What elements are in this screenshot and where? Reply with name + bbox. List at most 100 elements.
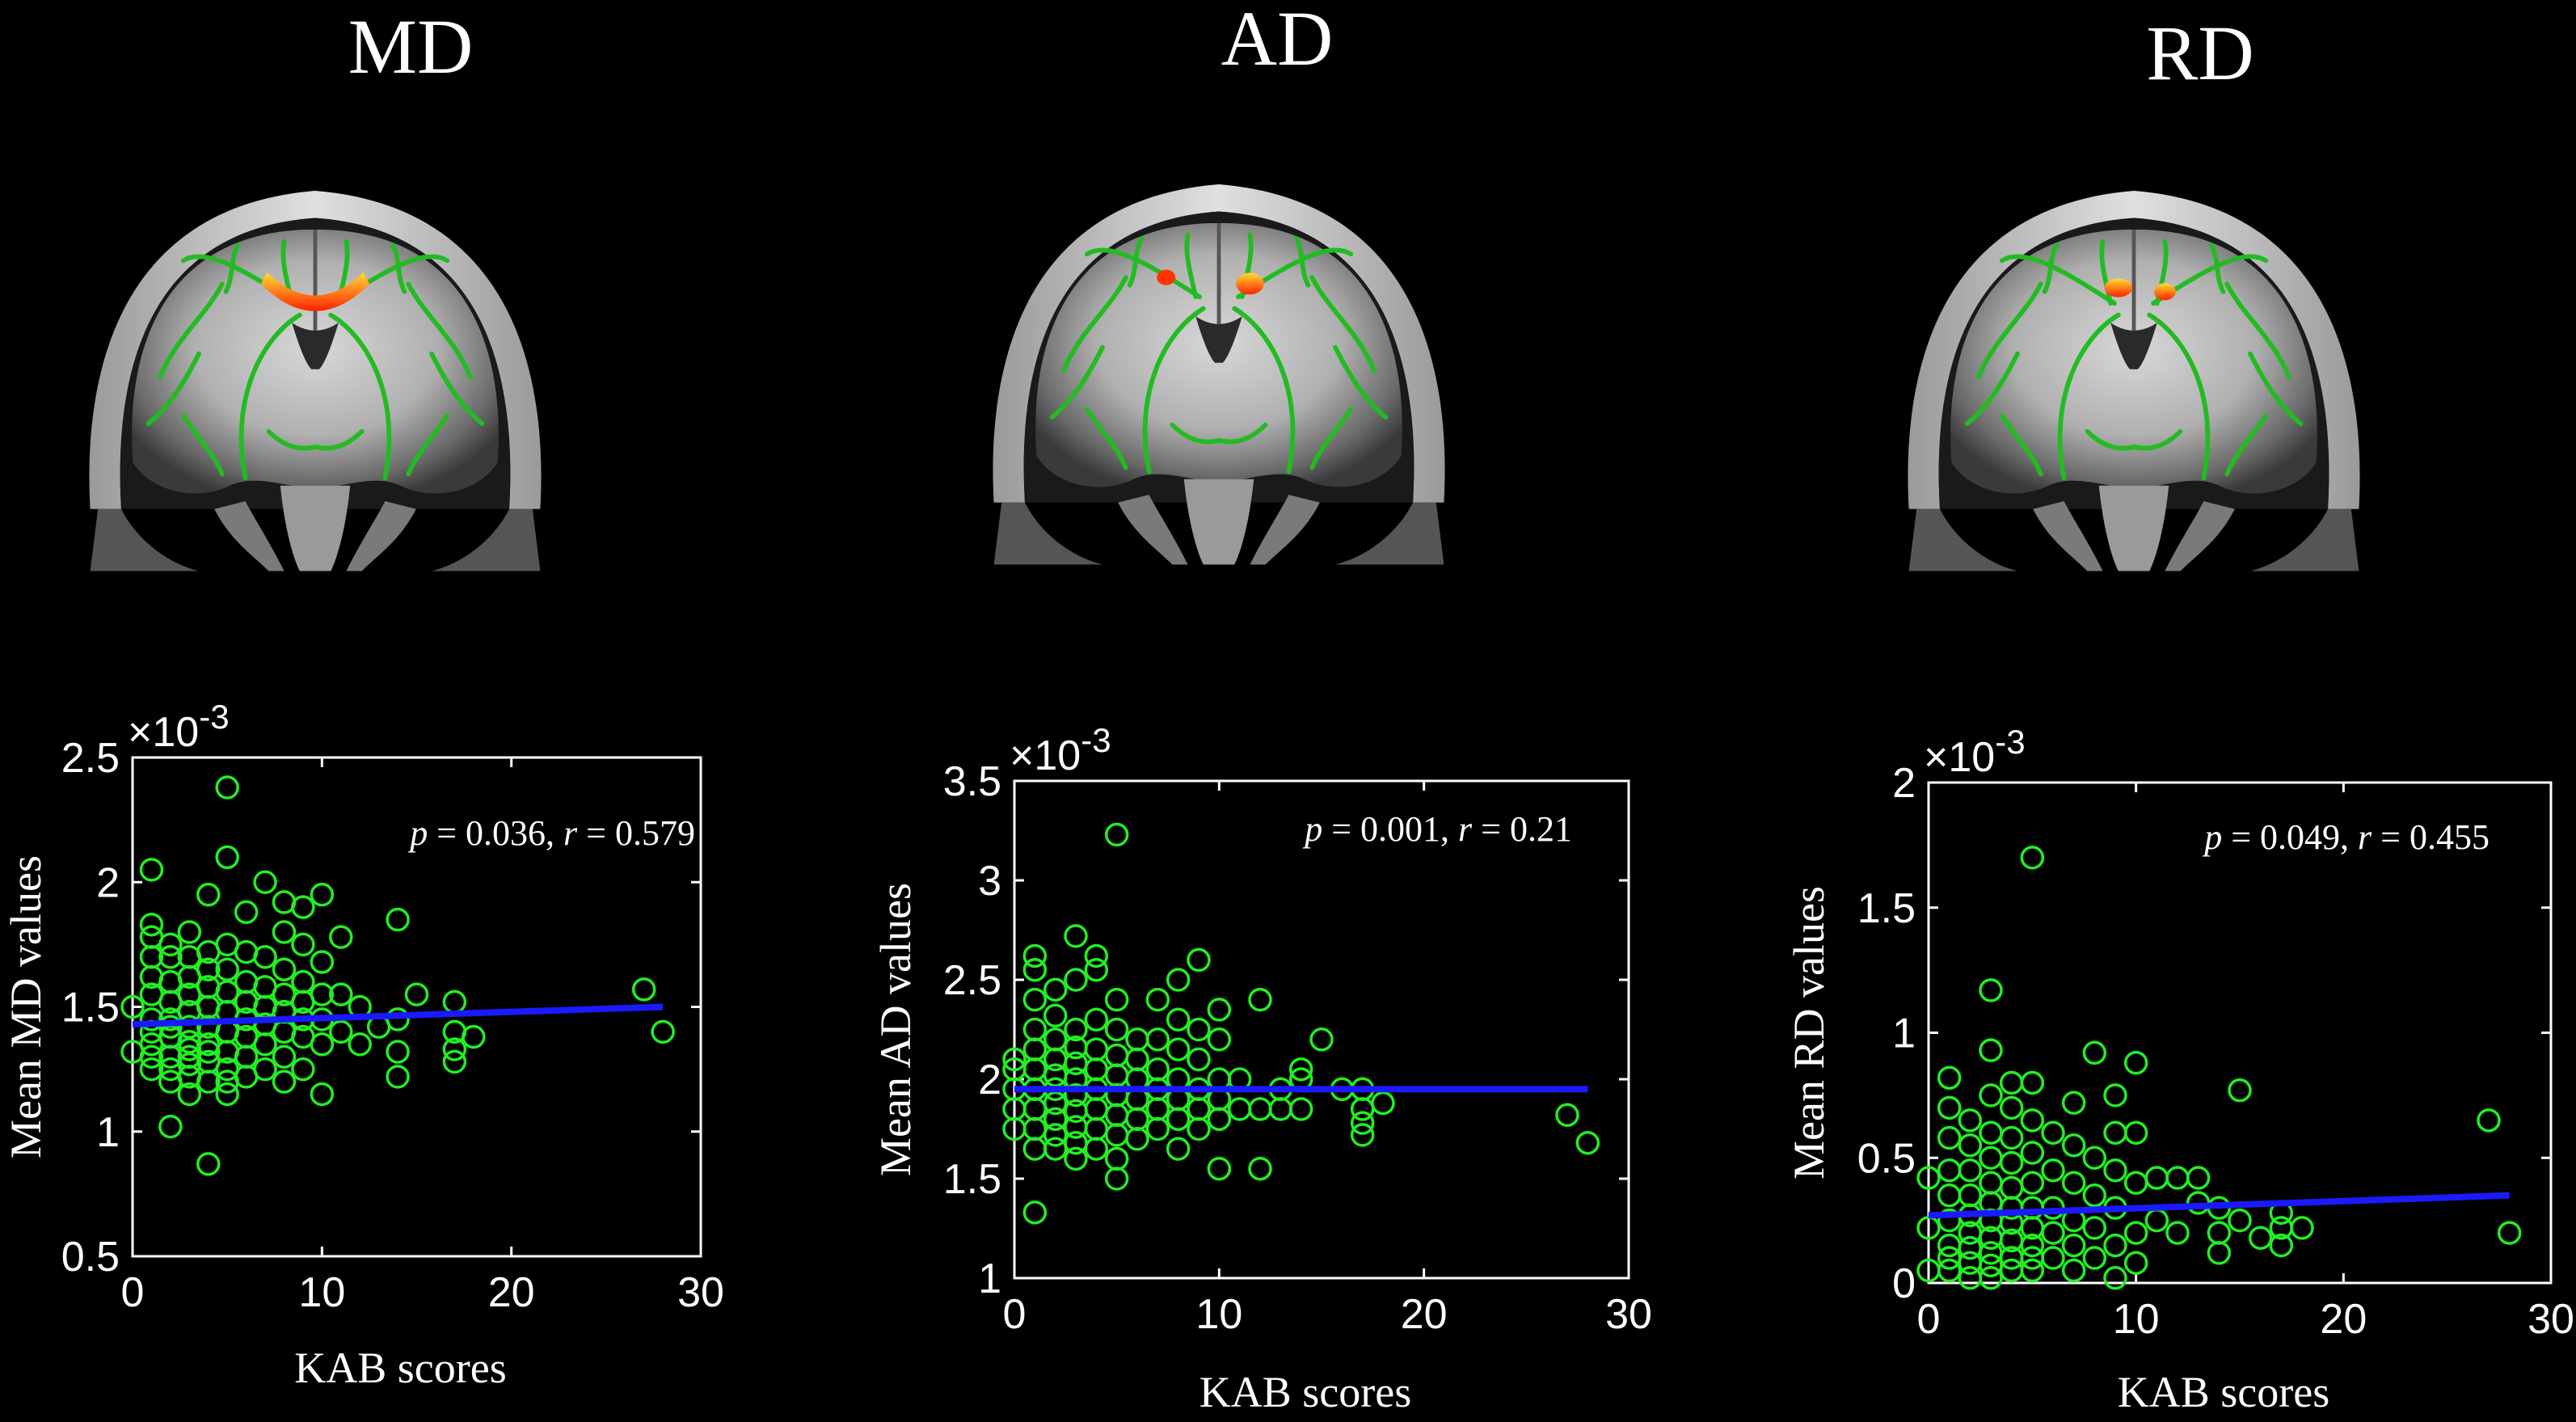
data-point [2020, 1233, 2045, 1258]
data-point [310, 1032, 335, 1057]
data-point [1043, 1047, 1068, 1072]
data-point [310, 1082, 335, 1107]
data-point [1187, 1097, 1211, 1121]
panel-title-ad: AD [1221, 0, 1334, 82]
data-point [1999, 1095, 2024, 1120]
data-point [329, 982, 353, 1006]
data-point [2144, 1166, 2169, 1190]
data-point [1958, 1158, 1983, 1183]
data-point [1371, 1091, 1395, 1116]
data-point [2165, 1221, 2190, 1245]
y-tick-label: 2 [96, 859, 120, 906]
data-point [1937, 1258, 1962, 1283]
data-point [1999, 1150, 2024, 1175]
data-point [120, 994, 145, 1019]
data-point [2207, 1221, 2232, 1245]
data-point [2041, 1158, 2065, 1183]
data-point [1104, 1146, 1129, 1171]
data-point [1937, 1183, 1962, 1208]
data-point [1043, 1123, 1068, 1147]
data-point [2041, 1120, 2065, 1146]
data-point [2477, 1108, 2501, 1133]
data-point [177, 1052, 202, 1077]
y-tick-label: 1 [978, 1255, 1001, 1302]
plot-frame [1013, 779, 1630, 1280]
data-point [2082, 1216, 2107, 1240]
data-point [1979, 978, 2003, 1002]
data-point [2041, 1221, 2065, 1245]
stats-annotation: p = 0.036, r = 0.579 [407, 813, 695, 853]
data-point [2228, 1078, 2252, 1103]
panel-title-rd: RD [2146, 10, 2254, 96]
data-point [215, 775, 239, 800]
data-point [272, 1070, 297, 1094]
scatter-plot-md: 0 10 20 30 0.5 1 1.5 2 2.5×10-3 KAB scores Mean MD… [2, 698, 724, 1392]
data-point [2497, 1221, 2522, 1245]
r-value: = 0.579 [577, 813, 695, 853]
data-point [158, 932, 183, 957]
y-tick-label: 1 [1892, 1011, 1916, 1057]
data-point [1043, 977, 1068, 1002]
data-point [1248, 1156, 1272, 1181]
y-exponent-label: ×10-3 [1924, 723, 2026, 781]
r-label: r [563, 813, 578, 853]
data-point [2020, 1108, 2045, 1133]
y-exponent-label: ×10-3 [128, 698, 230, 756]
data-point [158, 945, 183, 969]
rd-highlight-right [2153, 283, 2176, 301]
data-point [651, 1019, 675, 1044]
data-point [2041, 1246, 2065, 1270]
x-tick-label: 10 [2113, 1296, 2160, 1343]
data-point [2082, 1040, 2107, 1065]
data-point [1125, 1107, 1149, 1131]
x-axis-label: KAB scores [294, 1344, 506, 1392]
data-point [1084, 1007, 1109, 1032]
data-point [1084, 1116, 1109, 1141]
x-tick-label: 10 [298, 1269, 345, 1316]
data-point [1043, 1107, 1068, 1131]
data-point [139, 912, 164, 937]
y-axis-label: Mean AD values [871, 883, 920, 1176]
data-point [196, 882, 221, 907]
data-point [272, 920, 297, 944]
data-point [631, 977, 656, 1002]
data-point [1022, 957, 1048, 982]
data-point [1002, 1047, 1027, 1072]
x-tick-label: 20 [1401, 1291, 1448, 1338]
data-point [215, 980, 239, 1004]
data-point [234, 1044, 259, 1069]
data-point [2123, 1120, 2148, 1146]
data-point [1145, 1116, 1170, 1141]
data-point [1207, 1156, 1232, 1181]
data-point [1022, 943, 1048, 968]
data-point [1309, 1027, 1334, 1052]
x-tick-label: 0 [121, 1269, 145, 1316]
x-axis-label: KAB scores [2118, 1368, 2329, 1416]
y-tick-label: 3.5 [943, 758, 1001, 805]
data-point [1937, 1158, 1962, 1183]
data-point [253, 1057, 277, 1082]
data-point [386, 1040, 410, 1064]
data-point [462, 1024, 486, 1049]
data-point [1227, 1097, 1252, 1121]
brain-image-ad [993, 184, 1444, 564]
data-point [1022, 1200, 1048, 1225]
ad-highlight-right [1236, 272, 1264, 295]
data-point [177, 1082, 202, 1107]
data-point [2207, 1241, 2232, 1265]
y-tick-label: 1.5 [1857, 885, 1916, 932]
data-point [1166, 968, 1191, 992]
data-point [196, 1040, 221, 1064]
data-point [253, 1032, 277, 1057]
data-point [158, 1114, 183, 1139]
data-point [1145, 1097, 1170, 1121]
data-point [2020, 1246, 2045, 1270]
data-point [1937, 1065, 1962, 1090]
data-point [1125, 1047, 1149, 1072]
r-value: = 0.21 [1472, 809, 1572, 849]
data-point [177, 1029, 202, 1054]
data-point [1084, 1037, 1109, 1061]
y-tick-label: 0 [1892, 1260, 1916, 1307]
data-point [1166, 1037, 1191, 1061]
